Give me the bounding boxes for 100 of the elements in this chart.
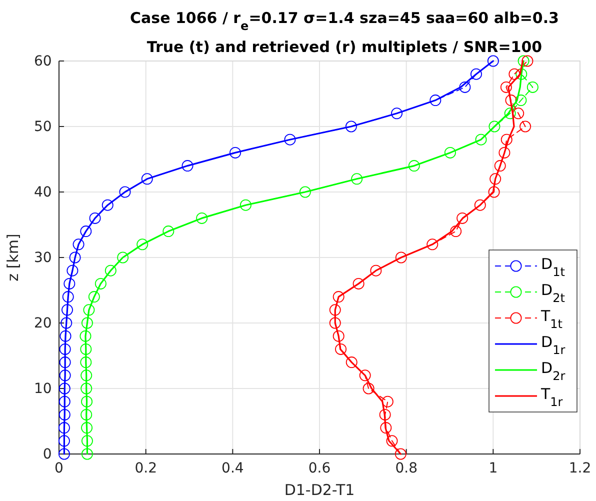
point xyxy=(515,94,527,106)
point xyxy=(516,68,528,80)
point xyxy=(104,264,116,276)
point xyxy=(408,160,420,172)
point xyxy=(119,186,131,198)
point xyxy=(81,422,93,434)
point xyxy=(80,226,92,238)
point xyxy=(94,278,106,290)
x-tick-label: 0.4 xyxy=(222,460,244,476)
point xyxy=(58,435,70,447)
y-tick-label: 60 xyxy=(34,53,52,70)
point xyxy=(60,330,72,342)
point xyxy=(58,396,70,408)
point xyxy=(370,264,382,276)
y-tick-label: 20 xyxy=(34,315,52,332)
point xyxy=(459,81,471,93)
point xyxy=(505,94,517,106)
point xyxy=(488,120,500,132)
point xyxy=(89,212,101,224)
point xyxy=(59,356,71,368)
point xyxy=(444,146,456,158)
point xyxy=(58,382,70,394)
chart-subtitle: True (t) and retrieved (r) multiplets / SNR=100 xyxy=(146,38,542,56)
point xyxy=(81,435,93,447)
x-axis-title: D1-D2-T1 xyxy=(284,481,355,499)
point xyxy=(80,370,92,382)
point xyxy=(59,343,71,355)
x-tick-label: 0.2 xyxy=(134,460,157,476)
point xyxy=(500,134,512,146)
point xyxy=(80,330,92,342)
point xyxy=(59,370,71,382)
point xyxy=(490,173,502,185)
point xyxy=(504,108,516,120)
y-tick-label: 40 xyxy=(34,184,52,200)
point xyxy=(240,199,252,211)
point xyxy=(395,252,407,264)
y-tick-label: 10 xyxy=(34,380,52,397)
point xyxy=(391,108,403,120)
point xyxy=(335,343,347,355)
point xyxy=(522,55,534,67)
point xyxy=(182,160,194,172)
y-tick-label: 30 xyxy=(34,250,52,266)
point xyxy=(352,278,364,290)
x-tick-label: 1.2 xyxy=(568,460,592,476)
point xyxy=(382,396,394,408)
point xyxy=(284,134,296,146)
point xyxy=(72,238,84,250)
point xyxy=(475,134,487,146)
point xyxy=(80,356,92,368)
point xyxy=(379,408,391,420)
point xyxy=(58,448,70,460)
point xyxy=(494,160,506,172)
point xyxy=(508,68,520,80)
point xyxy=(487,55,499,67)
x-tick-label: 0.6 xyxy=(308,460,331,476)
chart-title: Case 1066 / r$_{e}$=0.17 σ=1.4 sza=45 saa=60 alb=0.3 xyxy=(130,9,559,33)
point xyxy=(456,212,468,224)
point xyxy=(430,94,442,106)
legend-label: T$_{1r}$ xyxy=(540,385,563,409)
point xyxy=(346,356,358,368)
legend-label: T$_{1t}$ xyxy=(540,307,563,331)
point xyxy=(102,199,114,211)
point xyxy=(117,252,129,264)
point xyxy=(332,330,344,342)
point xyxy=(81,317,93,329)
point xyxy=(380,422,392,434)
point xyxy=(58,408,70,420)
y-axis-title: z [km] xyxy=(4,234,22,282)
point xyxy=(426,238,438,250)
point xyxy=(64,278,76,290)
point xyxy=(386,435,398,447)
legend-label: D$_{2r}$ xyxy=(541,359,566,383)
point xyxy=(488,186,500,198)
point xyxy=(69,252,81,264)
point xyxy=(162,226,174,238)
point xyxy=(394,448,406,460)
point xyxy=(141,173,153,185)
point xyxy=(332,291,344,303)
point xyxy=(329,317,341,329)
point xyxy=(500,81,512,93)
point xyxy=(351,173,363,185)
point xyxy=(81,448,93,460)
point xyxy=(88,291,100,303)
point xyxy=(520,120,532,132)
point xyxy=(80,343,92,355)
point xyxy=(518,55,530,67)
point xyxy=(80,408,92,420)
point xyxy=(136,238,148,250)
point xyxy=(58,422,70,434)
point xyxy=(60,317,72,329)
y-tick-label: 50 xyxy=(34,118,52,135)
point xyxy=(474,199,486,211)
point xyxy=(470,68,482,80)
point xyxy=(230,146,242,158)
x-tick-label: 1 xyxy=(488,460,498,476)
point xyxy=(345,120,357,132)
x-tick-label: 0 xyxy=(54,460,64,476)
point xyxy=(498,146,510,158)
point xyxy=(329,304,341,316)
point xyxy=(512,108,524,120)
